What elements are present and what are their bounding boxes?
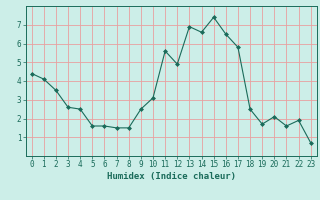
X-axis label: Humidex (Indice chaleur): Humidex (Indice chaleur) <box>107 172 236 181</box>
